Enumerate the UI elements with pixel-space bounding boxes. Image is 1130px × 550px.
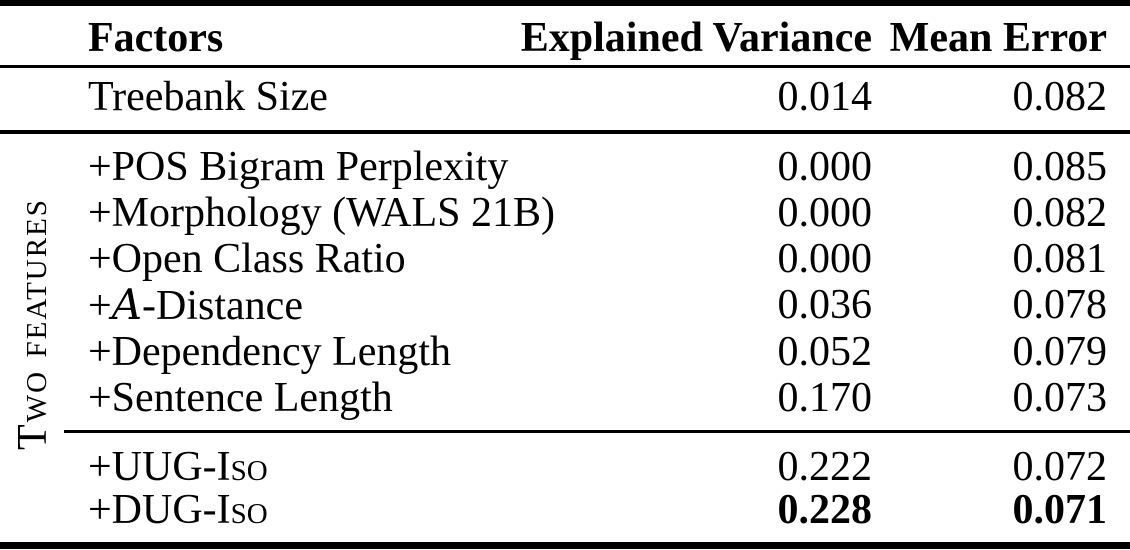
table-row: +Morphology (WALS 21B) 0.000 0.082	[0, 192, 1130, 234]
factor-cell: +A-Distance	[88, 283, 303, 329]
explained-variance-cell: 0.228	[777, 487, 873, 533]
factor-cell: +Dependency Length	[88, 329, 452, 375]
table-row: +Open Class Ratio 0.000 0.081	[0, 238, 1130, 280]
table-row: +Dependency Length 0.052 0.079	[0, 331, 1130, 373]
table-row: +UUG-Iso 0.222 0.072	[0, 446, 1130, 488]
factor-cell: +POS Bigram Perplexity	[88, 144, 509, 190]
factor-prefix: +	[88, 283, 112, 329]
column-header-mean-error: Mean Error	[889, 15, 1107, 61]
mean-error-cell: 0.082	[1012, 190, 1108, 236]
factor-cell: +Sentence Length	[88, 375, 393, 421]
table-row: +DUG-Iso 0.228 0.071	[0, 489, 1130, 531]
table-row: +Sentence Length 0.170 0.073	[0, 377, 1130, 419]
table-row: +POS Bigram Perplexity 0.000 0.085	[0, 146, 1130, 188]
mean-error-cell: 0.085	[1012, 144, 1108, 190]
factor-cell: Treebank Size	[88, 74, 328, 120]
factor-cell: +Open Class Ratio	[88, 236, 406, 282]
explained-variance-cell: 0.036	[777, 282, 873, 328]
factor-cell: +DUG-Iso	[88, 487, 268, 533]
factor-suffix: -Distance	[142, 283, 303, 329]
factor-cell: +UUG-Iso	[88, 444, 268, 490]
factor-cell: +Morphology (WALS 21B)	[88, 190, 556, 236]
bottom-rule	[0, 542, 1130, 549]
explained-variance-cell: 0.000	[777, 236, 873, 282]
mean-error-cell: 0.071	[1012, 487, 1108, 533]
section-rule	[0, 130, 1130, 134]
table-header-row: Factors Explained Variance Mean Error	[0, 17, 1130, 59]
top-rule	[0, 0, 1130, 6]
explained-variance-cell: 0.052	[777, 329, 873, 375]
mean-error-cell: 0.082	[1012, 74, 1108, 120]
explained-variance-cell: 0.222	[777, 444, 873, 490]
column-header-explained-variance: Explained Variance	[520, 15, 872, 61]
mean-error-cell: 0.073	[1012, 375, 1108, 421]
table-row: Treebank Size 0.014 0.082	[0, 76, 1130, 118]
mean-error-cell: 0.079	[1012, 329, 1108, 375]
header-rule	[0, 65, 1130, 68]
explained-variance-cell: 0.000	[777, 190, 873, 236]
table-row: +A-Distance 0.036 0.078	[0, 282, 1130, 329]
calligraphic-a: A	[111, 280, 143, 329]
column-header-factors: Factors	[88, 15, 224, 61]
mean-error-cell: 0.072	[1012, 444, 1108, 490]
mean-error-cell: 0.078	[1012, 282, 1108, 328]
mean-error-cell: 0.081	[1012, 236, 1108, 282]
explained-variance-cell: 0.170	[777, 375, 873, 421]
explained-variance-cell: 0.000	[777, 144, 873, 190]
explained-variance-cell: 0.014	[777, 74, 873, 120]
partial-rule	[64, 430, 1130, 433]
